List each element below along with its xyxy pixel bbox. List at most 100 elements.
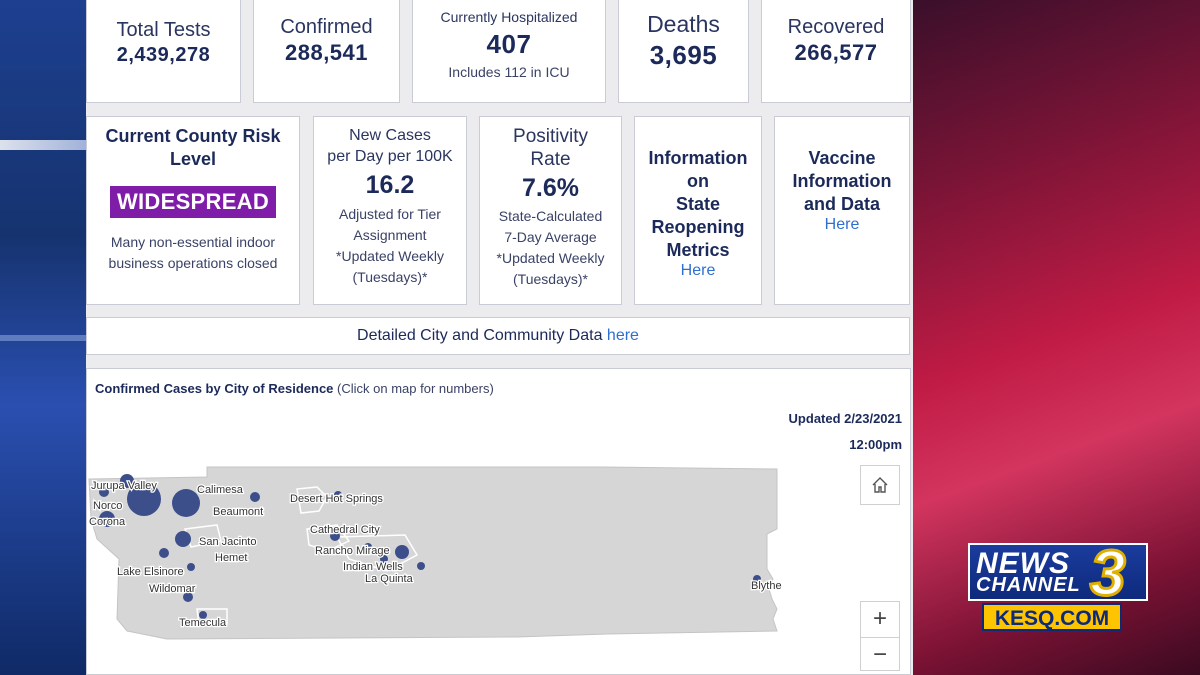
reopening-title-line: State [675, 194, 720, 214]
city-label: Jurupa Valley [91, 480, 157, 492]
county-map[interactable]: Jurupa Valley Norco Corona Calimesa Beau… [87, 459, 787, 644]
light-streak [0, 140, 86, 150]
light-streak [0, 335, 86, 341]
hospitalized-note: Includes 112 in ICU [448, 64, 570, 80]
positivity-note-line: (Tuesdays)* [513, 271, 588, 287]
risk-level-badge: WIDESPREAD [109, 186, 277, 218]
city-label: Wildomar [149, 583, 196, 595]
case-bubble [159, 548, 169, 558]
risk-title-line: Level [169, 149, 217, 169]
city-label: Desert Hot Springs [290, 493, 383, 505]
city-label: Lake Elsinore [117, 566, 184, 578]
case-bubble [99, 487, 109, 497]
map-updated-time: 12:00pm [849, 437, 902, 452]
deaths-label: Deaths [647, 11, 720, 37]
case-bubble [364, 543, 372, 551]
vaccine-title-line: Information [792, 171, 892, 191]
hospitalized-card: Currently Hospitalized 407 Includes 112 … [412, 0, 606, 103]
positivity-note: State-Calculated 7-Day Average *Updated … [480, 206, 621, 290]
map-updated: Updated 2/23/2021 12:00pm [789, 406, 902, 458]
city-label: Cathedral City [310, 524, 380, 536]
risk-desc-line: Many non-essential indoor [110, 234, 276, 250]
map-zoom-control: + − [860, 601, 900, 671]
risk-title: Current County Risk Level [87, 125, 299, 171]
case-bubble [753, 575, 761, 583]
city-label: Indian Wells [343, 561, 403, 573]
city-label: Temecula [179, 617, 227, 629]
reopening-card: Information on State Reopening Metrics H… [634, 116, 762, 305]
logo-banner: NEWS CHANNEL 3 [968, 540, 1148, 607]
home-icon [872, 477, 888, 493]
positivity-card: Positivity Rate 7.6% State-Calculated 7-… [479, 116, 622, 305]
new-cases-card: New Cases per Day per 100K 16.2 Adjusted… [313, 116, 467, 305]
map-updated-date: Updated 2/23/2021 [788, 411, 902, 426]
map-title-note: (Click on map for numbers) [337, 381, 494, 396]
positivity-label-line: Positivity [513, 126, 588, 147]
city-label: Calimesa [197, 484, 244, 496]
detailed-data-link[interactable]: here [606, 327, 639, 344]
city-outline [306, 524, 351, 552]
logo-url-text: KESQ.COM [982, 603, 1122, 631]
confirmed-label: Confirmed [280, 16, 373, 38]
new-cases-value: 16.2 [365, 171, 415, 199]
reopening-title-line: Metrics [666, 240, 730, 260]
reopening-title-line: Information [648, 148, 748, 168]
case-bubble [127, 482, 161, 516]
case-bubble [175, 531, 191, 547]
total-tests-value: 2,439,278 [116, 44, 211, 66]
deaths-value: 3,695 [649, 40, 718, 70]
zoom-out-button[interactable]: − [861, 637, 899, 673]
new-cases-note: Adjusted for Tier Assignment *Updated We… [314, 204, 466, 288]
map-title-bold: Confirmed Cases by City of Residence [95, 381, 334, 396]
logo-news-text: NEWS [976, 547, 1070, 580]
background-left [0, 0, 86, 675]
new-cases-note-line: Assignment [353, 227, 427, 243]
new-cases-note-line: (Tuesdays)* [352, 269, 428, 285]
cases-map-panel: Confirmed Cases by City of Residence (Cl… [86, 368, 911, 675]
reopening-title-line: on [687, 171, 709, 191]
case-bubble [120, 474, 134, 488]
county-shape [88, 466, 778, 640]
deaths-card: Deaths 3,695 [618, 0, 749, 103]
zoom-in-button[interactable]: + [872, 605, 887, 632]
vaccine-title-line: and Data [803, 194, 881, 214]
positivity-note-line: 7-Day Average [504, 229, 597, 245]
case-bubble [334, 491, 342, 499]
case-bubble [250, 492, 260, 502]
positivity-note-line: State-Calculated [498, 208, 603, 224]
confirmed-value: 288,541 [284, 40, 369, 65]
vaccine-title-line: Vaccine [808, 148, 876, 168]
news-channel-3-logo: NEWS CHANNEL 3 KESQ.COM [968, 540, 1148, 635]
case-bubble [417, 562, 425, 570]
risk-badge-wrap: WIDESPREAD [87, 186, 299, 218]
reopening-title-line: Reopening [651, 217, 745, 237]
new-cases-label-line: per Day per 100K [327, 148, 453, 165]
positivity-label-line: Rate [530, 149, 571, 170]
map-home-button[interactable] [860, 465, 900, 505]
city-label: Rancho Mirage [315, 545, 390, 557]
new-cases-note-line: Adjusted for Tier [339, 206, 441, 222]
risk-desc-line: business operations closed [108, 255, 278, 271]
risk-level-card: Current County Risk Level WIDESPREAD Man… [86, 116, 300, 305]
reopening-title: Information on State Reopening Metrics [635, 147, 761, 262]
city-label: Hemet [215, 552, 247, 564]
logo-channel-text: CHANNEL [976, 574, 1081, 596]
city-label: Norco [93, 500, 122, 512]
case-bubble [330, 531, 340, 541]
recovered-label: Recovered [787, 16, 885, 38]
new-cases-note-line: *Updated Weekly [336, 248, 444, 264]
city-outline [296, 486, 328, 514]
case-bubble [99, 511, 115, 527]
vaccine-link[interactable]: Here [824, 216, 860, 233]
case-bubble [380, 555, 388, 563]
city-label: Blythe [751, 580, 782, 592]
hospitalized-value: 407 [486, 29, 532, 59]
city-label: San Jacinto [199, 536, 256, 548]
positivity-label: Positivity Rate [480, 125, 621, 171]
confirmed-card: Confirmed 288,541 [253, 0, 400, 103]
hospitalized-label: Currently Hospitalized [440, 9, 578, 25]
total-tests-card: Total Tests 2,439,278 [86, 0, 241, 103]
city-outline [196, 608, 228, 625]
reopening-link[interactable]: Here [680, 262, 716, 279]
dashboard-page: Total Tests 2,439,278 Confirmed 288,541 … [86, 0, 913, 675]
